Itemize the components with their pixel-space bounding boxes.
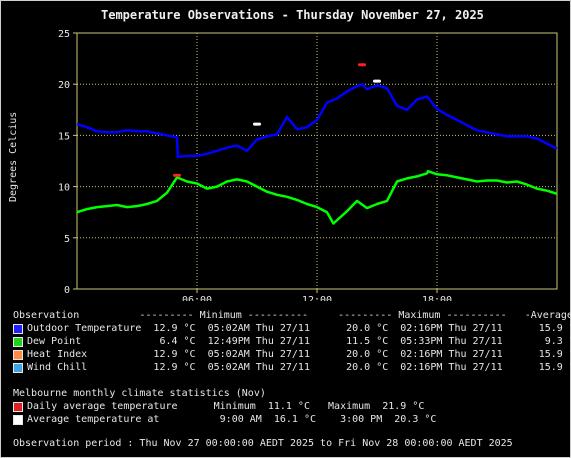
wind-chill-swatch: [13, 363, 23, 373]
y-axis-label: Degrees Celcius: [8, 111, 19, 202]
average-at-swatch: [13, 415, 23, 425]
chart-title: Temperature Observations - Thursday Nove…: [101, 8, 484, 22]
y-tick-label: 0: [64, 285, 70, 296]
x-tick-label: 18:00: [422, 295, 452, 301]
y-tick-label: 5: [64, 234, 70, 245]
plot-border: [76, 32, 558, 290]
x-tick-label: 06:00: [182, 295, 212, 301]
heat-index-row: Heat Index 12.9 °C 05:02AM Thu 27/11 20.…: [27, 349, 571, 360]
dew-point-swatch: [13, 337, 23, 347]
y-tick-label: 15: [58, 131, 70, 142]
daily-average-maximum-marker: [358, 63, 366, 67]
observation-period: Observation period : Thu Nov 27 00:00:00…: [13, 438, 513, 449]
average-minimum-temperature-marker: [253, 122, 261, 126]
temperature-plot: 0 5 10 15 20 25 06:00 12:00 18:00: [58, 29, 558, 301]
wind-chill-row: Wind Chill 12.9 °C 05:02AM Thu 27/11 20.…: [27, 362, 571, 373]
daily-average-minimum-marker: [173, 173, 181, 177]
legend-header: Observation --------- Minimum ----------…: [13, 310, 571, 321]
x-tick-label: 12:00: [302, 295, 332, 301]
climate-header: Melbourne monthly climate statistics (No…: [13, 388, 266, 399]
outdoor-temperature-swatch: [13, 324, 23, 334]
dew-point-line: [76, 169, 558, 225]
outdoor-temperature-row: Outdoor Temperature 12.9 °C 05:02AM Thu …: [27, 323, 571, 334]
daily-average-row: Daily average temperature Minimum 11.1 °…: [27, 401, 425, 412]
average-maximum-temperature-marker: [373, 79, 381, 83]
heat-index-swatch: [13, 350, 23, 360]
y-tick-label: 25: [58, 29, 70, 40]
dew-point-row: Dew Point 6.4 °C 12:49PM Thu 27/11 11.5 …: [27, 336, 571, 347]
y-tick-label: 10: [58, 183, 70, 194]
daily-average-swatch: [13, 402, 23, 412]
outdoor-temperature-line: [76, 82, 558, 159]
average-at-row: Average temperature at 9:00 AM 16.1 °C 3…: [27, 414, 437, 425]
y-tick-label: 20: [58, 80, 70, 91]
